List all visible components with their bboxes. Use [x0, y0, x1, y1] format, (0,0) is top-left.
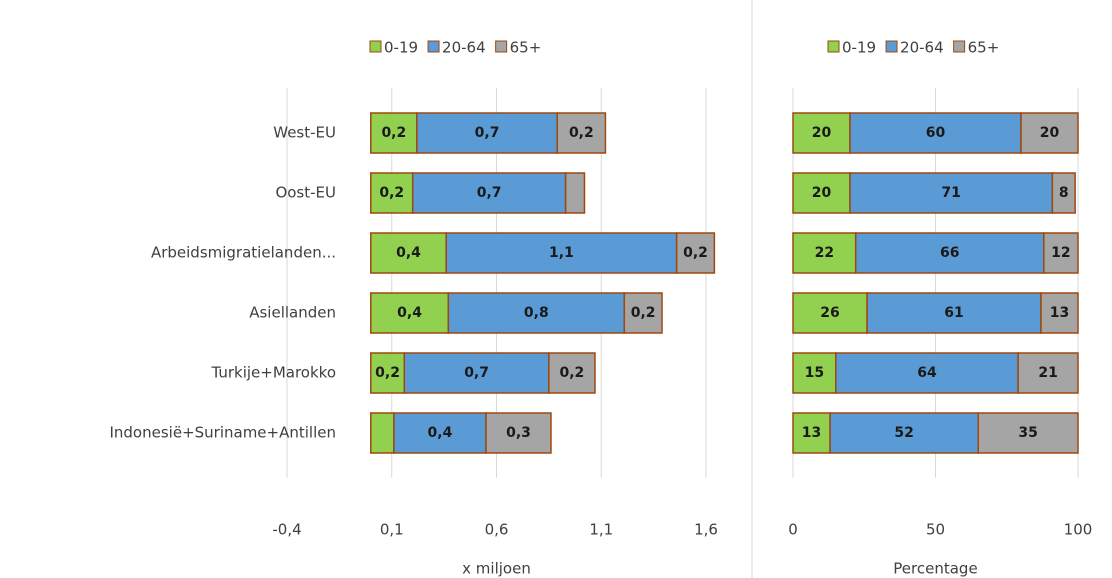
data-label: 21	[1038, 365, 1057, 381]
y-tick-label: Asiellanden	[249, 304, 336, 322]
bar-segment	[849, 172, 1054, 214]
data-label: 35	[1018, 425, 1037, 441]
data-label: 1,1	[549, 245, 574, 261]
y-tick-label: Turkije+Marokko	[210, 364, 336, 382]
y-tick-label: Arbeidsmigratielanden...	[151, 244, 336, 262]
bar-segment	[370, 412, 395, 454]
bar-segment	[866, 292, 1042, 334]
bar-segment	[829, 412, 979, 454]
bar-segment	[370, 232, 447, 274]
data-label: 0,2	[683, 245, 708, 261]
bar-segment	[1020, 112, 1079, 154]
data-label: 64	[917, 365, 937, 381]
data-label: 0,4	[397, 305, 422, 321]
data-label: 66	[940, 245, 959, 261]
data-label: 20	[1040, 125, 1060, 141]
bar-segment	[1017, 352, 1079, 394]
legend-label: 65+	[510, 39, 542, 57]
bar-segment	[1043, 232, 1079, 274]
legend-label: 0-19	[842, 39, 876, 57]
legend-swatch	[427, 40, 440, 53]
data-label: 0,3	[506, 425, 531, 441]
bar-segment	[403, 352, 550, 394]
bar-segment	[370, 352, 406, 394]
legend-label: 65+	[968, 39, 1000, 57]
x-tick-label: -0,4	[272, 521, 301, 539]
data-label: 52	[894, 425, 913, 441]
bar-segment	[548, 352, 596, 394]
legend-label: 0-19	[384, 39, 418, 57]
legend-swatch	[885, 40, 898, 53]
data-label: 0,8	[524, 305, 549, 321]
data-label: 20	[812, 185, 832, 201]
data-label: 0,7	[477, 185, 502, 201]
data-label: 61	[944, 305, 963, 321]
bar-segment	[675, 232, 716, 274]
data-label: 0,2	[375, 365, 400, 381]
bar-segment	[1040, 292, 1079, 334]
legend-swatch	[495, 40, 508, 53]
x-tick-label: 50	[926, 521, 945, 539]
legend-swatch	[827, 40, 840, 53]
bar-segment	[370, 292, 450, 334]
data-label: 26	[820, 305, 839, 321]
legend-label: 20-64	[900, 39, 944, 57]
x-tick-label: 0	[788, 521, 798, 539]
data-label: 0,2	[631, 305, 656, 321]
x-tick-label: 0,1	[380, 521, 404, 539]
data-label: 0,2	[569, 125, 594, 141]
bar-segment	[849, 112, 1022, 154]
bar-segment	[370, 172, 414, 214]
data-label: 13	[1050, 305, 1069, 321]
data-label: 60	[926, 125, 946, 141]
y-tick-label: West-EU	[273, 124, 336, 142]
legend-swatch	[369, 40, 382, 53]
x-tick-label: 1,1	[589, 521, 613, 539]
bar-segment	[623, 292, 663, 334]
y-tick-label: Indonesië+Suriname+Antillen	[109, 424, 336, 442]
bar-segment	[835, 352, 1019, 394]
data-label: 22	[815, 245, 834, 261]
x-axis-title: Percentage	[893, 560, 977, 578]
data-label: 0,2	[379, 185, 404, 201]
x-tick-label: 0,6	[485, 521, 509, 539]
bar-segment	[485, 412, 552, 454]
bar-segment	[792, 232, 857, 274]
bar-segment	[370, 112, 418, 154]
x-axis-title: x miljoen	[462, 560, 531, 578]
data-label: 71	[941, 185, 960, 201]
x-tick-label: 1,6	[694, 521, 718, 539]
bar-segment	[556, 112, 607, 154]
data-label: 0,4	[396, 245, 421, 261]
bar-segment	[792, 112, 851, 154]
data-label: 15	[805, 365, 824, 381]
bar-segment	[977, 412, 1079, 454]
legend-swatch	[953, 40, 966, 53]
data-label: 0,4	[428, 425, 453, 441]
bar-segment	[445, 232, 678, 274]
y-tick-label: Oost-EU	[275, 184, 336, 202]
data-label: 12	[1051, 245, 1070, 261]
bar-segment	[447, 292, 626, 334]
bar-segment	[792, 412, 831, 454]
x-tick-label: 100	[1064, 521, 1093, 539]
data-label: 13	[802, 425, 821, 441]
data-label: 0,2	[560, 365, 585, 381]
data-label: 0,2	[381, 125, 406, 141]
legend-label: 20-64	[442, 39, 486, 57]
data-label: 0,7	[475, 125, 500, 141]
data-label: 0,7	[464, 365, 489, 381]
bar-segment	[564, 172, 586, 214]
bar-segment	[411, 172, 567, 214]
data-label: 20	[812, 125, 832, 141]
data-label: 8	[1059, 185, 1069, 201]
bar-segment	[1051, 172, 1076, 214]
